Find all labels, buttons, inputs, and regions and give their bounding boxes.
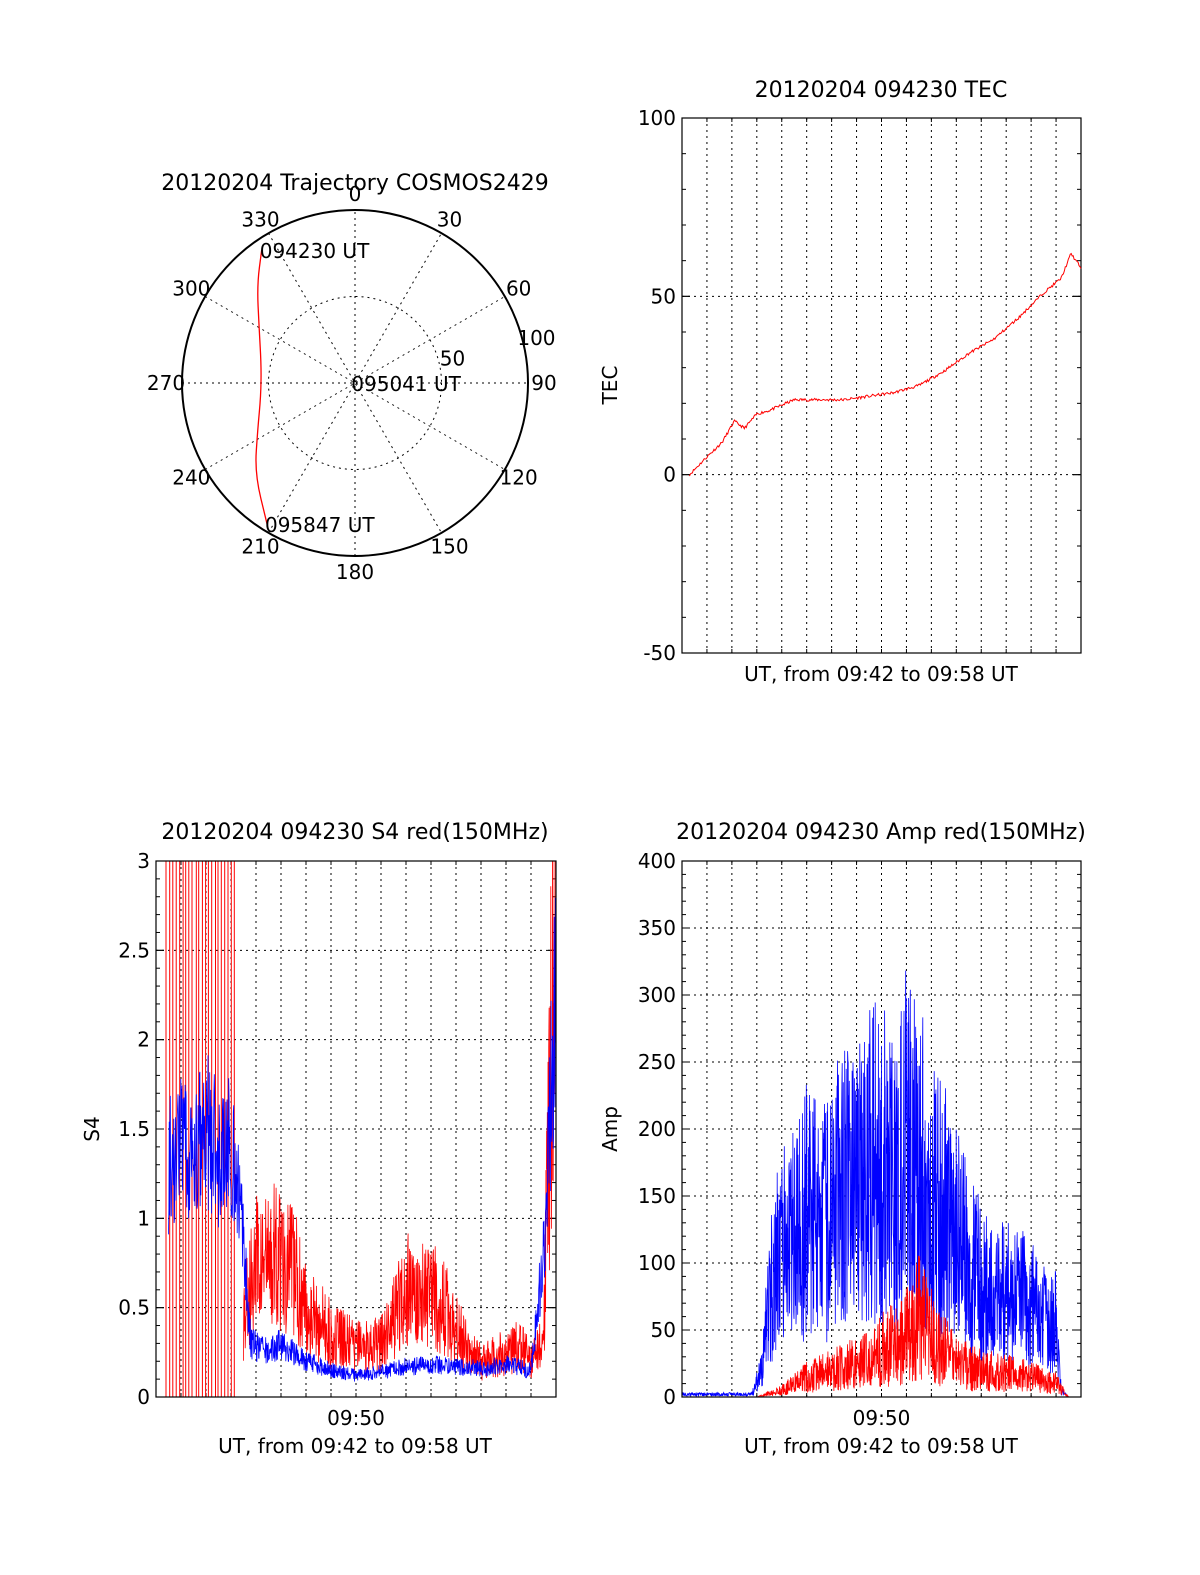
azimuth-label: 210	[241, 535, 279, 559]
y-tick-label: 50	[651, 284, 676, 308]
s4-title: 20120204 094230 S4 red(150MHz)	[161, 820, 548, 845]
y-tick-label: 350	[638, 916, 676, 940]
y-tick-label: 150	[638, 1184, 676, 1208]
polar-spoke	[268, 232, 442, 534]
trajectory-polar-plot: 20120204 Trajectory COSMOS2429 0 30 60 90 12…	[147, 171, 557, 584]
tec-series	[689, 252, 1082, 477]
trajectory-annotations: 094230 UT 095041 UT 095847 UT	[260, 239, 462, 537]
trajectory-time-label: 094230 UT	[260, 239, 370, 263]
x-tick-label: 09:50	[853, 1406, 911, 1430]
azimuth-label: 180	[336, 560, 374, 584]
polar-spoke	[204, 296, 506, 470]
y-tick-label: 3	[137, 849, 150, 873]
amp-grid	[681, 860, 1082, 1398]
azimuth-label: 330	[241, 207, 279, 231]
y-tick-label: 100	[638, 106, 676, 130]
y-tick-label: 100	[638, 1251, 676, 1275]
s4-plot-frame	[155, 860, 557, 1398]
s4-x-tick-labels: 09:50	[327, 1406, 385, 1430]
y-tick-label: -50	[643, 641, 676, 665]
trajectory-time-label: 095041 UT	[351, 372, 461, 396]
tec-y-tick-labels: -50 0 50 100	[638, 106, 676, 665]
s4-y-axis-label: S4	[80, 1116, 104, 1141]
s4-x-axis-label: UT, from 09:42 to 09:58 UT	[218, 1434, 493, 1458]
azimuth-label: 240	[172, 466, 210, 490]
tec-x-axis-label: UT, from 09:42 to 09:58 UT	[744, 662, 1019, 686]
s4-y-tick-labels: 0 0.5 1 1.5 2 2.5 3	[118, 849, 150, 1409]
trajectory-line	[255, 249, 268, 524]
trajectory-time-label: 095847 UT	[265, 513, 375, 537]
y-tick-label: 2	[137, 1028, 150, 1052]
s4-series	[165, 860, 557, 1397]
azimuth-label: 30	[437, 207, 462, 231]
polar-spoke	[204, 296, 506, 470]
y-tick-label: 200	[638, 1117, 676, 1141]
radial-tick-labels: 50 100	[440, 326, 556, 371]
amp-series	[681, 970, 1081, 1398]
amp-plot-frame	[681, 860, 1082, 1398]
amp-y-tick-labels: 0 50 100 150 200 250 300 350 400	[638, 849, 676, 1409]
tec-grid	[681, 117, 1082, 654]
tec-line	[689, 252, 1082, 477]
amp-chart: 20120204 094230 Amp red(150MHz) 0 50 100 15…	[598, 820, 1086, 1458]
y-tick-label: 1	[137, 1206, 150, 1230]
azimuth-label: 270	[147, 371, 185, 395]
y-tick-label: 1.5	[118, 1117, 150, 1141]
y-tick-label: 2.5	[118, 938, 150, 962]
azimuth-label: 300	[172, 277, 210, 301]
tec-title: 20120204 094230 TEC	[755, 78, 1008, 103]
trajectory-series	[255, 249, 268, 524]
azimuth-label: 150	[430, 535, 468, 559]
y-tick-label: 50	[651, 1318, 676, 1342]
azimuth-label: 0	[349, 182, 362, 206]
radial-tick-label: 100	[517, 326, 555, 350]
y-tick-label: 250	[638, 1050, 676, 1074]
y-tick-label: 0.5	[118, 1296, 150, 1320]
amp-y-axis-label: Amp	[598, 1106, 622, 1152]
x-tick-label: 09:50	[327, 1406, 385, 1430]
azimuth-label: 90	[531, 371, 556, 395]
amp-x-axis-label: UT, from 09:42 to 09:58 UT	[744, 1434, 1019, 1458]
y-tick-label: 0	[663, 463, 676, 487]
amp-x-tick-labels: 09:50	[853, 1406, 911, 1430]
s4-blue-line	[168, 897, 557, 1382]
s4-red-line	[243, 860, 556, 1381]
amp-blue-line	[681, 970, 1081, 1398]
trajectory-title: 20120204 Trajectory COSMOS2429	[161, 171, 548, 196]
polar-grid	[182, 210, 528, 556]
polar-outer-circle	[181, 209, 529, 557]
s4-chart: 20120204 094230 S4 red(150MHz) 0 0.5 1 1.5 2…	[80, 820, 557, 1458]
y-tick-label: 0	[137, 1385, 150, 1409]
tec-y-axis-label: TEC	[598, 366, 622, 406]
azimuth-labels: 0 30 60 90 120 150 180 210 240 270 300 330	[147, 182, 557, 584]
polar-spoke	[268, 232, 442, 534]
amp-title: 20120204 094230 Amp red(150MHz)	[676, 820, 1086, 845]
tec-chart: 20120204 094230 TEC -50 0 50 100 TEC UT, fr…	[598, 78, 1082, 686]
azimuth-label: 120	[500, 466, 538, 490]
y-tick-label: 0	[663, 1385, 676, 1409]
polar-ring	[268, 296, 442, 470]
azimuth-label: 60	[506, 277, 531, 301]
tec-plot-frame	[681, 117, 1082, 654]
radial-tick-label: 50	[440, 347, 465, 371]
y-tick-label: 300	[638, 983, 676, 1007]
y-tick-label: 400	[638, 849, 676, 873]
